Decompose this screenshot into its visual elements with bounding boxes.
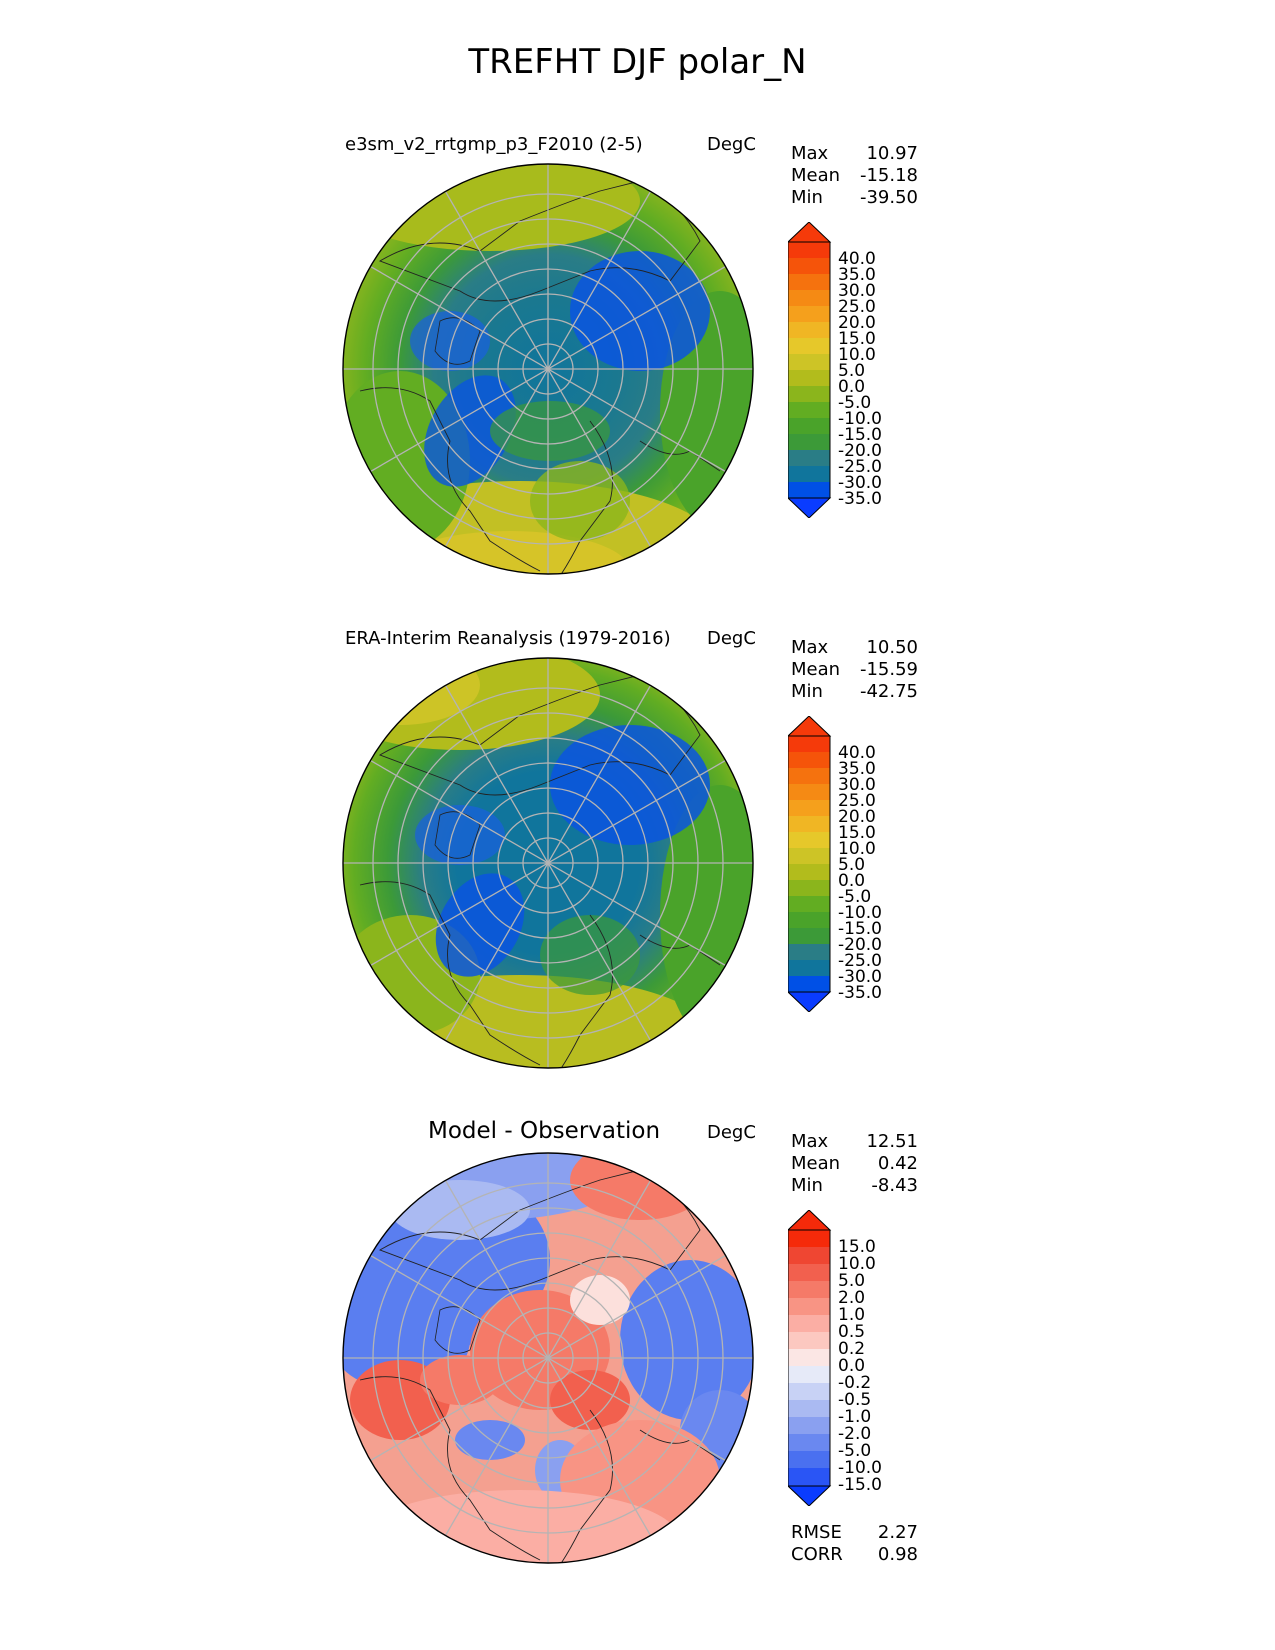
panel-2-colorbar: 40.0 35.0 30.0 25.0 20.0 15.0 10.0 5.0 0…	[788, 716, 882, 1012]
cbar1-tick: -15.0	[838, 425, 882, 445]
cbar1-tick: -10.0	[838, 409, 882, 429]
panel-2-title: ERA-Interim Reanalysis (1979-2016)	[345, 628, 671, 649]
rmse-label: RMSE	[791, 1522, 842, 1543]
panel-2-max-value: 10.50	[866, 637, 918, 658]
panel-1-polar-map	[342, 163, 754, 575]
panel-2-min-value: -42.75	[859, 681, 918, 702]
panel-3-polar-map	[342, 1152, 754, 1564]
cbar3-tick: -10.0	[838, 1458, 882, 1478]
corr-value: 0.98	[877, 1544, 918, 1565]
cbar1-tick: -20.0	[838, 441, 882, 461]
cbar1-tick: 5.0	[838, 361, 865, 381]
cbar3-tick: 15.0	[838, 1237, 876, 1257]
panel-3-mean-value: 0.42	[877, 1153, 918, 1174]
corr-label: CORR	[791, 1544, 843, 1565]
panel-1-title: e3sm_v2_rrtgmp_p3_F2010 (2-5)	[345, 134, 643, 155]
panel-2-polar-map	[342, 657, 754, 1069]
cbar3-tick: -5.0	[838, 1441, 871, 1461]
panel-2-units: DegC	[707, 628, 756, 649]
panel-3-title: Model - Observation	[428, 1118, 661, 1144]
cbar3-tick: -0.2	[838, 1373, 871, 1393]
panel-2-colorbar-ticks: 40.0 35.0 30.0 25.0 20.0 15.0 10.0 5.0 0…	[838, 743, 882, 1003]
cbar1-tick: -35.0	[838, 489, 882, 509]
cbar2-tick: 10.0	[838, 839, 876, 859]
panel-3-colorbar-ticks: 15.0 10.0 5.0 2.0 1.0 0.5 0.2 0.0 -0.2 -…	[838, 1237, 882, 1495]
panel-1-mean-value: -15.18	[859, 165, 918, 186]
cbar1-tick: -30.0	[838, 473, 882, 493]
cbar2-tick: 25.0	[838, 791, 876, 811]
panel-3-min-label: Min	[791, 1175, 823, 1196]
panel-2-mean-value: -15.59	[859, 659, 918, 680]
cbar2-tick: -10.0	[838, 903, 882, 923]
cbar1-tick: -25.0	[838, 457, 882, 477]
cbar3-tick: -2.0	[838, 1424, 871, 1444]
cbar1-tick: 35.0	[838, 265, 876, 285]
cbar1-tick: 0.0	[838, 377, 865, 397]
panel-3-max-value: 12.51	[866, 1131, 918, 1152]
panel-1-mean-label: Mean	[791, 165, 841, 186]
cbar3-tick: 2.0	[838, 1288, 865, 1308]
cold-core	[570, 251, 710, 371]
cbar3-tick: -1.0	[838, 1407, 871, 1427]
panel-1-colorbar: 40.0 35.0 30.0 25.0 20.0 15.0 10.0 5.0 0…	[788, 222, 882, 518]
panel-2-min-label: Min	[791, 681, 823, 702]
cbar2-tick: 30.0	[838, 775, 876, 795]
cbar2-tick: 0.0	[838, 871, 865, 891]
cbar2-tick: -35.0	[838, 983, 882, 1003]
panel-2-mean-label: Mean	[791, 659, 841, 680]
cbar2-tick: 40.0	[838, 743, 876, 763]
panel-3-units: DegC	[707, 1122, 756, 1143]
cbar2-tick: -25.0	[838, 951, 882, 971]
cbar2-tick: 20.0	[838, 807, 876, 827]
cbar1-tick: 20.0	[838, 313, 876, 333]
panel-3-max-label: Max	[791, 1131, 829, 1152]
cbar3-tick: 10.0	[838, 1254, 876, 1274]
cbar3-tick: 0.5	[838, 1322, 865, 1342]
cbar2-tick: 15.0	[838, 823, 876, 843]
figure-title: TREFHT DJF polar_N	[468, 42, 807, 82]
panel-3-colorbar: 15.0 10.0 5.0 2.0 1.0 0.5 0.2 0.0 -0.2 -…	[788, 1210, 882, 1506]
cbar3-tick: 1.0	[838, 1305, 865, 1325]
cbar3-tick: 0.2	[838, 1339, 865, 1359]
cbar2-tick: -20.0	[838, 935, 882, 955]
cbar3-tick: -15.0	[838, 1475, 882, 1495]
panel-1-min-value: -39.50	[859, 187, 918, 208]
cbar2-tick: 35.0	[838, 759, 876, 779]
panel-3-mean-label: Mean	[791, 1153, 841, 1174]
cbar3-tick: -0.5	[838, 1390, 871, 1410]
panel-1-min-label: Min	[791, 187, 823, 208]
cbar1-tick: 30.0	[838, 281, 876, 301]
cbar2-tick: -15.0	[838, 919, 882, 939]
panel-2-max-label: Max	[791, 637, 829, 658]
cbar2-tick: -5.0	[838, 887, 871, 907]
panel-1-max-value: 10.97	[866, 143, 918, 164]
panel-1-colorbar-ticks: 40.0 35.0 30.0 25.0 20.0 15.0 10.0 5.0 0…	[838, 249, 882, 509]
cbar1-tick: 10.0	[838, 345, 876, 365]
cbar1-tick: 15.0	[838, 329, 876, 349]
cbar1-tick: 40.0	[838, 249, 876, 269]
cbar1-tick: 25.0	[838, 297, 876, 317]
panel-1-max-label: Max	[791, 143, 829, 164]
cbar3-tick: 0.0	[838, 1356, 865, 1376]
cbar2-tick: -30.0	[838, 967, 882, 987]
cbar2-tick: 5.0	[838, 855, 865, 875]
panel-3-min-value: -8.43	[871, 1175, 918, 1196]
cbar1-tick: -5.0	[838, 393, 871, 413]
rmse-value: 2.27	[877, 1522, 918, 1543]
panel-1-units: DegC	[707, 134, 756, 155]
cbar3-tick: 5.0	[838, 1271, 865, 1291]
